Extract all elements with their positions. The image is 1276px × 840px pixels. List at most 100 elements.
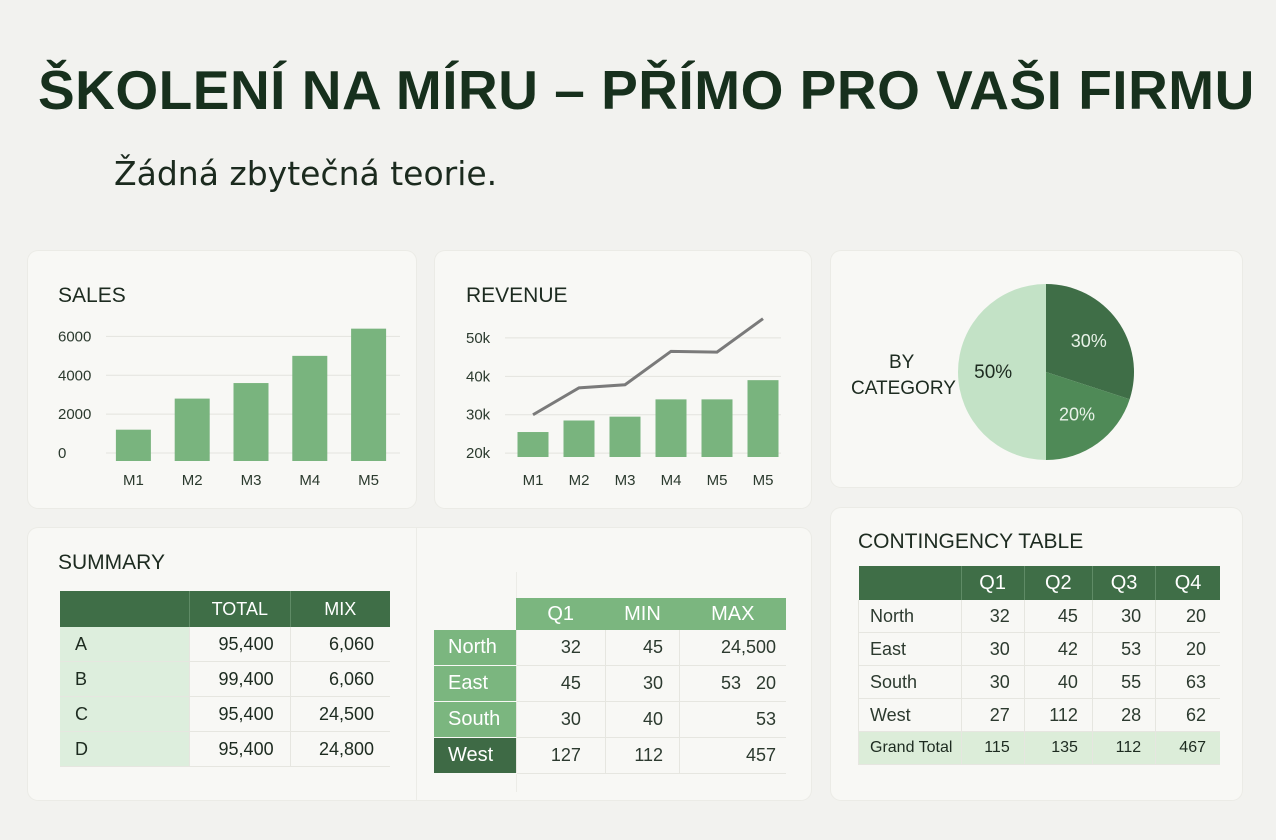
table-cell: 24,800: [289, 731, 390, 767]
x-tick-label: M4: [299, 472, 320, 489]
bar: [609, 416, 641, 457]
bar: [563, 420, 595, 457]
row-label: South: [434, 701, 516, 738]
page-subtitle: Žádná zbytečná teorie.: [114, 154, 498, 193]
table-cell: 40: [604, 701, 680, 738]
table-header-cell: [858, 566, 961, 600]
y-tick-label: 30k: [466, 407, 491, 424]
table-cell: 95,400: [189, 731, 291, 767]
table-cell: 53: [679, 701, 786, 738]
table-header-cell: MAX: [679, 598, 786, 630]
pie-slice-label: 20%: [1059, 405, 1095, 425]
summary-title: SUMMARY: [58, 551, 165, 574]
table-cell: 112: [604, 737, 680, 774]
table-cell: 95,400: [189, 696, 291, 732]
table-cell: 30: [515, 701, 606, 738]
table-row: C 95,400 24,500: [60, 696, 390, 732]
bar: [517, 432, 549, 457]
row-label: East: [434, 665, 516, 702]
bar: [233, 383, 269, 461]
table-cell: 55: [1091, 665, 1156, 699]
row-label: C: [60, 696, 190, 732]
bar: [351, 328, 387, 461]
table-cell: 95,400: [189, 627, 291, 662]
sales-title: SALES: [58, 284, 126, 307]
x-tick-label: M2: [569, 472, 590, 489]
table-header-row: Q1 Q2 Q3 Q4: [858, 566, 1220, 600]
row-label: B: [60, 661, 190, 697]
table-row: West 27 112 28 62: [858, 698, 1220, 732]
row-label: North: [434, 630, 516, 666]
table-row: B 99,400 6,060: [60, 661, 390, 697]
pie-slice: [958, 284, 1046, 460]
x-tick-label: M1: [523, 472, 544, 489]
x-tick-label: M3: [615, 472, 636, 489]
table-cell: 27: [960, 698, 1025, 732]
sales-card: SALES 0 2000 4000 6000 M1 M2 M3 M4 M5: [28, 251, 416, 508]
table-cell: 112: [1091, 731, 1156, 765]
x-tick-label: M1: [123, 472, 144, 489]
table-header-row: Q1 MIN MAX: [434, 598, 786, 630]
page-title: ŠKOLENÍ NA MÍRU – PŘÍMO PRO VAŠI FIRMU: [38, 59, 1255, 121]
revenue-line: [532, 317, 764, 417]
row-label: South: [858, 665, 961, 699]
y-tick-label: 40k: [466, 368, 491, 385]
table-header-cell: MIN: [605, 598, 680, 630]
table-cell: 30: [1091, 600, 1156, 633]
table-header-cell: Q2: [1023, 566, 1093, 600]
table-cell: 127: [515, 737, 606, 774]
row-label: Grand Total: [858, 731, 961, 765]
table-header-cell: Q4: [1155, 566, 1220, 600]
table-cell: 135: [1023, 731, 1093, 765]
table-row: South 30 40 53: [434, 701, 786, 738]
revenue-title: REVENUE: [466, 284, 568, 307]
y-tick-label: 20k: [466, 445, 491, 462]
table-cell: 30: [960, 632, 1025, 666]
revenue-card: REVENUE 20k 30k 40k 50k M1 M2 M3 M4 M5 M5: [435, 251, 811, 508]
table-cell: 45: [604, 630, 680, 666]
table-cell: 115: [960, 731, 1025, 765]
table-header-cell: Q1: [516, 598, 606, 630]
table-header-cell: TOTAL: [189, 591, 291, 627]
category-title-line1: BY: [889, 352, 915, 373]
table-header-cell: [60, 591, 190, 627]
x-tick-label: M5: [753, 472, 774, 489]
table-cell: 24,500: [289, 696, 390, 732]
category-card: BY CATEGORY 30% 20% 50%: [831, 251, 1242, 487]
y-tick-label: 50k: [466, 330, 491, 347]
pie-slice: [1046, 284, 1134, 400]
table-cell: 53 20: [679, 665, 786, 702]
table-header-cell: Q3: [1091, 566, 1156, 600]
table-header-cell: Q1: [960, 566, 1025, 600]
table-cell: 40: [1023, 665, 1093, 699]
bar: [655, 399, 687, 457]
table-row: South 30 40 55 63: [858, 665, 1220, 699]
card-divider: [416, 528, 417, 800]
sales-chart: 0 2000 4000 6000 M1 M2 M3 M4 M5: [58, 328, 400, 489]
table-header-cell: [434, 598, 516, 630]
table-cell: 53: [1091, 632, 1156, 666]
x-tick-label: M2: [182, 472, 203, 489]
table-row: East 30 42 53 20: [858, 632, 1220, 666]
category-pie-chart: 30% 20% 50%: [958, 284, 1134, 460]
y-tick-label: 6000: [58, 328, 91, 345]
table-row: North 32 45 30 20: [858, 600, 1220, 633]
table-cell: 20: [1155, 632, 1220, 666]
table-cell: 30: [960, 665, 1025, 699]
table-cell: 28: [1091, 698, 1156, 732]
table-cell: 45: [1023, 600, 1093, 633]
row-label: D: [60, 731, 190, 767]
grand-total-row: Grand Total 115 135 112 467: [858, 731, 1220, 765]
table-cell: 457: [679, 737, 786, 774]
y-tick-label: 2000: [58, 406, 91, 423]
table-cell: 467: [1155, 731, 1220, 765]
pie-slice-label: 50%: [974, 362, 1012, 383]
x-tick-label: M3: [241, 472, 262, 489]
x-tick-label: M5: [358, 472, 379, 489]
table-cell: 63: [1155, 665, 1220, 699]
table-cell: 32: [960, 600, 1025, 633]
table-row: A 95,400 6,060: [60, 627, 390, 662]
contingency-title: CONTINGENCY TABLE: [858, 530, 1084, 553]
bar: [747, 380, 779, 457]
x-tick-label: M5: [707, 472, 728, 489]
